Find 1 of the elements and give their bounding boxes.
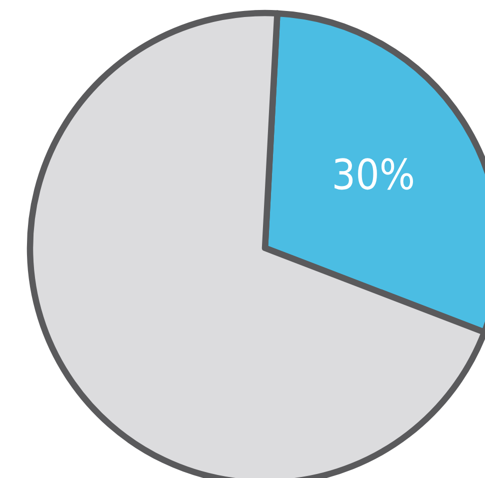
data-label: 30% bbox=[334, 158, 413, 190]
